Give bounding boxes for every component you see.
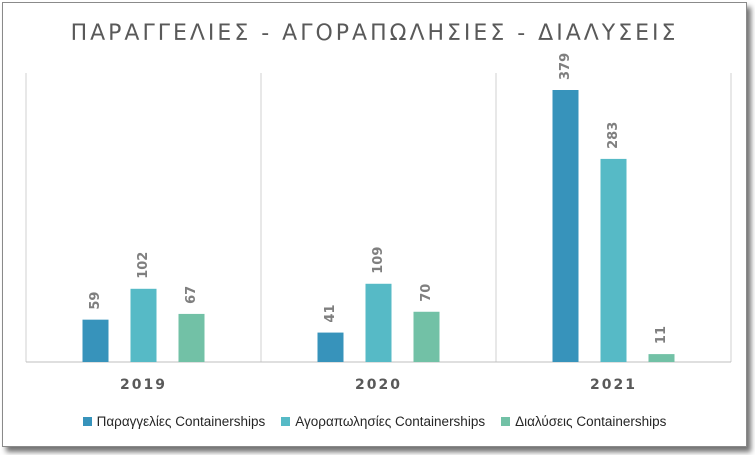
legend-swatch-sales bbox=[281, 417, 291, 426]
x-tick-label: 2020 bbox=[355, 377, 402, 393]
bar bbox=[82, 319, 109, 362]
bar bbox=[178, 313, 205, 362]
data-label: 11 bbox=[654, 326, 669, 344]
legend-label-demolitions: Διαλύσεις Containerships bbox=[515, 414, 667, 429]
legend-item-sales: Αγοραπωλησίες Containerships bbox=[281, 414, 485, 429]
bar bbox=[552, 90, 579, 362]
data-label: 59 bbox=[88, 292, 103, 310]
x-tick-label: 2021 bbox=[590, 377, 637, 393]
data-label: 283 bbox=[606, 122, 621, 149]
chart-frame: ΠΑΡΑΓΓΕΛΙΕΣ - ΑΓΟΡΑΠΩΛΗΣΙΕΣ - ΔΙΑΛΥΣΕΙΣ … bbox=[2, 2, 747, 447]
data-label: 102 bbox=[136, 252, 151, 279]
legend-swatch-demolitions bbox=[501, 417, 511, 426]
legend-label-sales: Αγοραπωλησίες Containerships bbox=[295, 414, 486, 429]
legend-item-demolitions: Διαλύσεις Containerships bbox=[501, 414, 666, 429]
legend-label-orders: Παραγγελίες Containerships bbox=[96, 414, 266, 429]
bar bbox=[648, 354, 675, 362]
legend-item-orders: Παραγγελίες Containerships bbox=[82, 414, 266, 429]
x-tick-label: 2019 bbox=[120, 377, 167, 393]
chart-title: ΠΑΡΑΓΓΕΛΙΕΣ - ΑΓΟΡΑΠΩΛΗΣΙΕΣ - ΔΙΑΛΥΣΕΙΣ bbox=[70, 21, 679, 46]
data-label: 109 bbox=[371, 247, 386, 274]
bar bbox=[413, 311, 440, 362]
data-label: 41 bbox=[323, 304, 338, 322]
legend-swatch-orders bbox=[82, 417, 92, 426]
chart-legend: Παραγγελίες Containerships Αγοραπωλησίες… bbox=[3, 414, 746, 429]
bar bbox=[130, 288, 157, 362]
bar-chart: 59 102 67 2019 41 109 70 2020 379 283 11 2021 bbox=[25, 53, 732, 393]
bar bbox=[600, 158, 627, 362]
bar bbox=[317, 332, 344, 362]
data-label: 70 bbox=[419, 284, 434, 302]
bar bbox=[365, 283, 392, 362]
data-label: 379 bbox=[558, 53, 573, 80]
data-label: 67 bbox=[184, 286, 199, 304]
